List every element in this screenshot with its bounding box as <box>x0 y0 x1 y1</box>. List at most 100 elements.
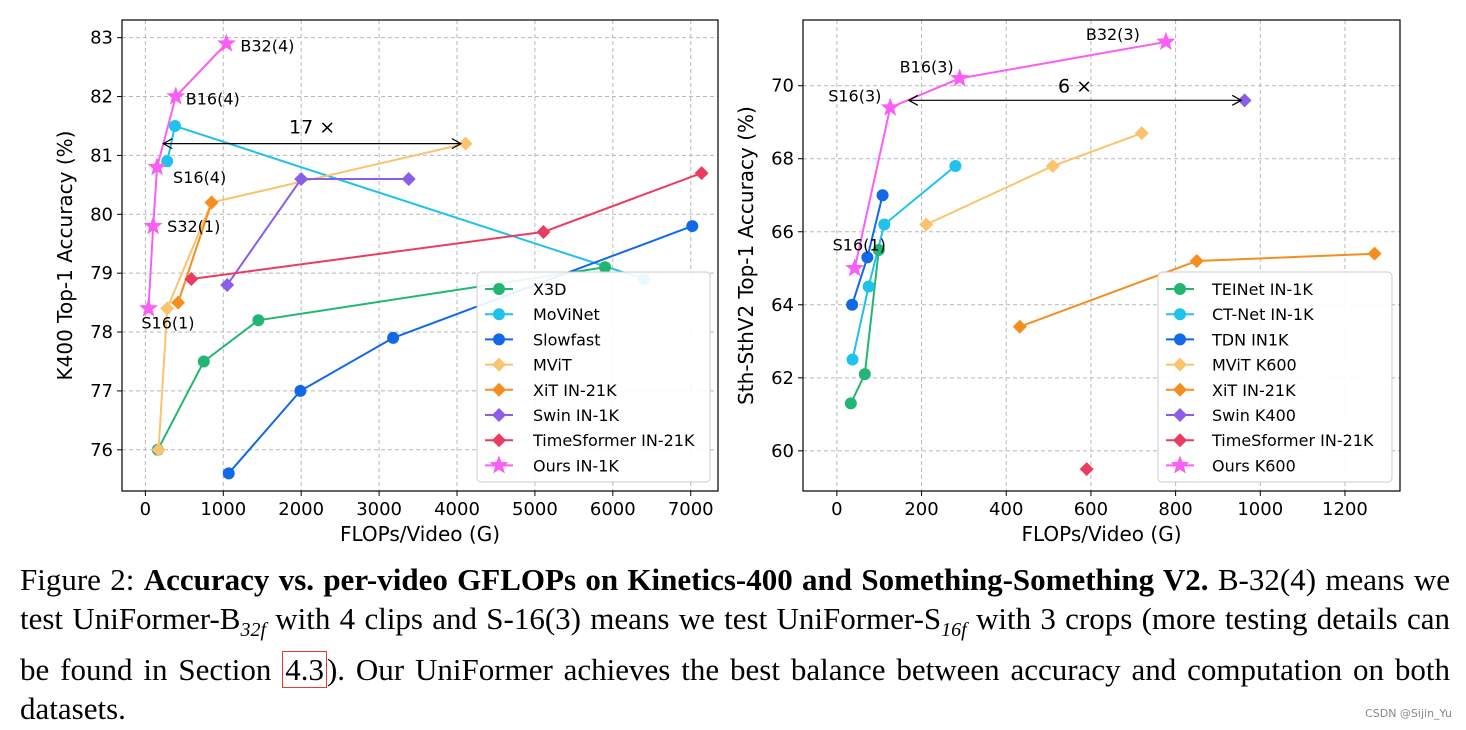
y-tick-label: 60 <box>771 441 794 462</box>
x-tick-label: 200 <box>904 499 938 520</box>
y-axis-label: Sth-SthV2 Top-1 Accuracy (%) <box>734 106 758 405</box>
series-line <box>166 124 645 280</box>
point-annotation: S16(1) <box>141 313 194 332</box>
arrow-label: 17 × <box>289 117 335 139</box>
data-point <box>220 277 235 292</box>
legend-label: TDN IN1K <box>1211 330 1289 349</box>
x-tick-label: 800 <box>1158 499 1192 520</box>
x-tick-label: 5000 <box>512 499 558 520</box>
data-point <box>880 97 900 116</box>
x-axis-label: FLOPs/Video (G) <box>340 522 500 546</box>
point-annotation: S32(1) <box>167 217 220 236</box>
x-tick-label: 6000 <box>590 499 636 520</box>
legend-marker <box>1174 333 1186 346</box>
x-tick-label: 1000 <box>200 499 246 520</box>
caption-text-1: B-32(4) means we test UniFormer-B <box>20 562 1450 636</box>
data-point <box>151 442 166 457</box>
legend-marker <box>1173 433 1187 448</box>
caption-subscript-1: 32f <box>240 619 267 642</box>
data-point <box>1045 159 1060 174</box>
caption-text-4: ). Our UniFormer achieves the best balan… <box>20 652 1450 727</box>
section-reference-link[interactable]: 4.3 <box>282 651 327 689</box>
series-line <box>156 266 606 451</box>
legend-label: X3D <box>533 280 566 299</box>
x-tick-label: 7000 <box>668 499 714 520</box>
legend-marker <box>492 433 506 448</box>
plot-frame <box>802 19 1401 492</box>
legend-marker <box>1174 308 1186 321</box>
series-line <box>853 40 1167 269</box>
data-point <box>846 353 859 366</box>
x-tick-label: 0 <box>831 499 842 520</box>
y-axis-label: K400 Top-1 Accuracy (%) <box>53 131 77 381</box>
data-point <box>878 218 891 231</box>
caption-subscript-2: 16f <box>941 619 967 642</box>
y-tick-label: 66 <box>771 222 794 243</box>
data-point <box>1134 126 1149 141</box>
data-point <box>294 171 309 186</box>
caption-text-3: with 3 crops (more testing details can b… <box>20 601 1450 688</box>
x-tick-label: 3000 <box>356 499 402 520</box>
series-line <box>849 249 880 404</box>
arrow-head-right <box>451 138 463 150</box>
data-point <box>599 261 612 274</box>
point-annotation: B32(3) <box>1086 25 1140 44</box>
legend-label: MViT <box>533 356 572 375</box>
x-tick-label: 1000 <box>1237 499 1283 520</box>
y-tick-label: 79 <box>90 263 113 284</box>
y-tick-label: 83 <box>90 28 113 49</box>
x-tick-label: 600 <box>1074 499 1108 520</box>
legend: X3D MoViNet Slowfast MViT XiT IN-21K Swin IN-… <box>476 271 711 483</box>
data-point <box>872 244 885 257</box>
point-annotation: S16(4) <box>173 168 226 187</box>
data-point <box>387 331 400 344</box>
data-point <box>216 33 236 52</box>
point-annotation: B16(4) <box>186 90 240 109</box>
data-point <box>222 467 235 480</box>
data-point <box>536 224 551 239</box>
legend-label: TimeSformer IN-21K <box>532 431 695 450</box>
y-tick-label: 76 <box>90 440 113 461</box>
data-point <box>845 258 865 277</box>
arrow-head-right <box>1231 94 1243 106</box>
series-line <box>177 202 213 303</box>
figure-caption: Figure 2: Accuracy vs. per-video GFLOPs … <box>20 560 1450 728</box>
legend-label: Ours IN-1K <box>533 456 619 475</box>
y-tick-label: 80 <box>90 204 113 225</box>
legend-marker <box>492 357 506 372</box>
legend-label: Slowfast <box>533 330 601 349</box>
legend-label: TEINet IN-1K <box>1211 280 1313 299</box>
legend: TEINet IN-1K CT-Net IN-1K TDN IN1K MViT K60… <box>1157 271 1393 483</box>
data-point <box>294 384 307 397</box>
data-point <box>166 86 186 105</box>
series-line <box>925 132 1143 226</box>
series-line <box>226 178 409 286</box>
arrow-label: 6 × <box>1058 75 1092 97</box>
legend-label: MoViNet <box>533 305 600 324</box>
legend-marker <box>493 283 505 295</box>
data-point <box>204 195 219 210</box>
plot-frame <box>121 19 719 492</box>
x-tick-label: 4000 <box>434 499 480 520</box>
data-point <box>147 157 167 176</box>
legend-label: XiT IN-21K <box>1212 381 1296 400</box>
legend-box <box>476 271 711 483</box>
data-point <box>171 295 186 310</box>
data-point <box>401 171 416 186</box>
x-tick-label: 0 <box>140 499 151 520</box>
caption-bold: Accuracy vs. per-video GFLOPs on Kinetic… <box>143 562 1209 597</box>
data-point <box>1189 253 1204 268</box>
data-point <box>1156 31 1176 50</box>
chart-2: 0 200 400 600 800 1000 1200 60 62 64 66 68 70 FLOPs/V… <box>734 19 1401 546</box>
data-point <box>197 355 210 368</box>
legend-marker <box>492 382 506 397</box>
data-point <box>160 301 175 316</box>
legend-marker <box>489 455 509 474</box>
legend-label: CT-Net IN-1K <box>1212 305 1314 324</box>
series-line <box>157 142 466 450</box>
y-tick-label: 70 <box>771 76 794 97</box>
data-point <box>919 217 934 232</box>
y-tick-label: 68 <box>771 149 794 170</box>
y-tick-label: 78 <box>90 322 113 343</box>
data-point <box>1012 319 1027 334</box>
